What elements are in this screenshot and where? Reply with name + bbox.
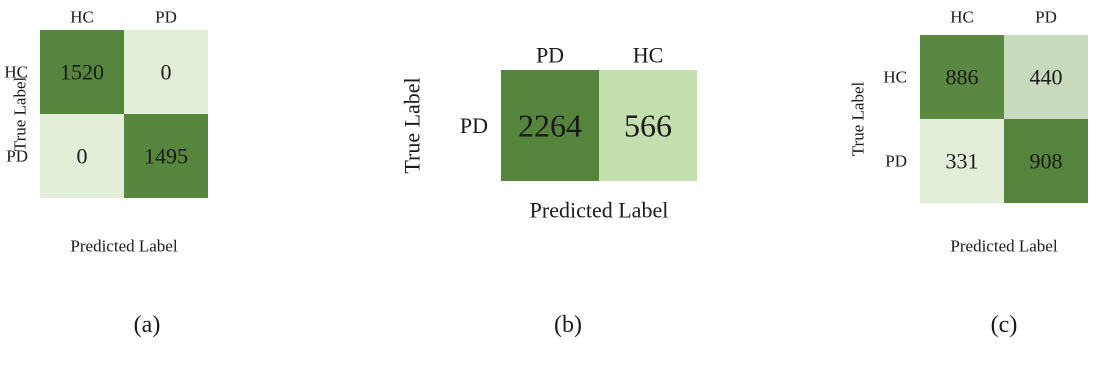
column-tick-label: HC bbox=[70, 8, 94, 27]
matrix-cell bbox=[1004, 119, 1088, 203]
y-axis-label: True Label bbox=[11, 77, 30, 152]
cell-value: 566 bbox=[624, 108, 672, 144]
column-tick-label: PD bbox=[155, 8, 177, 27]
matrix-cell bbox=[124, 114, 208, 198]
x-axis-label: Predicted Label bbox=[950, 237, 1057, 256]
row-tick-label: PD bbox=[460, 113, 488, 138]
cell-value: 908 bbox=[1030, 149, 1063, 174]
panel-caption: (b) bbox=[554, 312, 582, 338]
cell-value: 886 bbox=[946, 65, 979, 90]
cell-value: 0 bbox=[77, 144, 88, 169]
matrix-cell bbox=[920, 35, 1004, 119]
row-tick-label: HC bbox=[4, 63, 28, 82]
panel-caption: (c) bbox=[991, 312, 1018, 338]
y-axis-label: True Label bbox=[849, 82, 868, 157]
cell-value: 1520 bbox=[60, 60, 104, 85]
x-axis-label: Predicted Label bbox=[70, 237, 177, 256]
cell-value: 331 bbox=[946, 149, 979, 174]
matrix-cell bbox=[1004, 35, 1088, 119]
matrix-cell bbox=[40, 30, 124, 114]
cell-value: 0 bbox=[161, 60, 172, 85]
confusion-matrix-panel-3: 886 440 331 908 HC PD HC PD True Label Predicted … bbox=[849, 8, 1088, 338]
x-axis-label: Predicted Label bbox=[530, 198, 669, 223]
cell-value: 440 bbox=[1030, 65, 1063, 90]
confusion-matrix-panel-2: 2264 566 PD HC PD True Label Predicted Label (b… bbox=[400, 43, 697, 338]
column-tick-label: PD bbox=[1035, 8, 1057, 27]
row-tick-label: HC bbox=[883, 68, 907, 87]
matrix-cell bbox=[920, 119, 1004, 203]
panel-caption: (a) bbox=[134, 312, 161, 338]
matrix-cell bbox=[40, 114, 124, 198]
column-tick-label: HC bbox=[950, 8, 974, 27]
column-tick-label: HC bbox=[633, 43, 664, 68]
matrix-cell bbox=[124, 30, 208, 114]
matrix-cell bbox=[599, 70, 697, 181]
cell-value: 1495 bbox=[144, 144, 188, 169]
cell-value: 2264 bbox=[518, 108, 582, 144]
row-tick-label: PD bbox=[6, 147, 28, 166]
column-tick-label: PD bbox=[536, 43, 564, 68]
y-axis-label: True Label bbox=[400, 77, 425, 173]
matrix-cell bbox=[501, 70, 599, 181]
row-tick-label: PD bbox=[885, 152, 907, 171]
